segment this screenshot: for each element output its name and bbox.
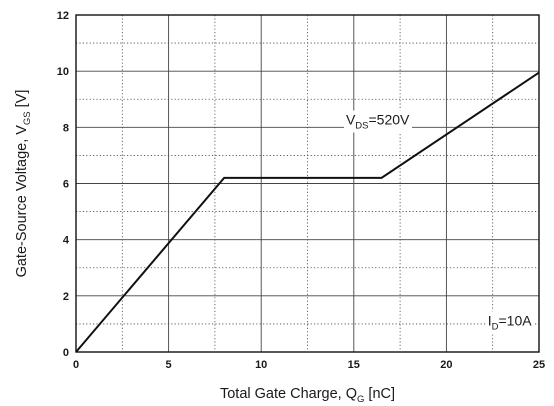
annotations: VDS=520V ID=10A bbox=[343, 110, 535, 334]
y-tick-label: 4 bbox=[63, 235, 70, 247]
plot-frame bbox=[75, 14, 540, 353]
annotation-0: VDS=520V bbox=[343, 110, 413, 133]
svg-text:VDS=520V: VDS=520V bbox=[346, 112, 410, 132]
x-tick-label: 15 bbox=[348, 359, 360, 371]
y-axis-label: Gate-Source Voltage, VGS [V] bbox=[14, 90, 33, 278]
y-tick-label: 2 bbox=[63, 291, 69, 303]
series-line-0 bbox=[75, 71, 540, 353]
x-tick-label: 0 bbox=[73, 359, 79, 371]
y-tick-label: 0 bbox=[63, 347, 69, 359]
svg-text:ID=10A: ID=10A bbox=[488, 312, 533, 332]
x-tick-label: 25 bbox=[533, 359, 545, 371]
y-tick-label: 8 bbox=[63, 122, 69, 134]
y-tick-label: 12 bbox=[57, 10, 69, 22]
x-tick-label: 10 bbox=[255, 359, 267, 371]
y-tick-label: 10 bbox=[57, 66, 69, 78]
tick-labels: 0 5 10 15 20 25 0 2 4 6 8 10 12 bbox=[57, 10, 545, 371]
annotation-1: ID=10A bbox=[485, 311, 535, 334]
x-tick-label: 5 bbox=[166, 359, 172, 371]
grid bbox=[76, 15, 539, 352]
x-axis-label: Total Gate Charge, QG [nC] bbox=[220, 386, 395, 405]
x-tick-label: 20 bbox=[440, 359, 452, 371]
y-tick-label: 6 bbox=[63, 179, 69, 191]
series-group bbox=[75, 71, 540, 353]
